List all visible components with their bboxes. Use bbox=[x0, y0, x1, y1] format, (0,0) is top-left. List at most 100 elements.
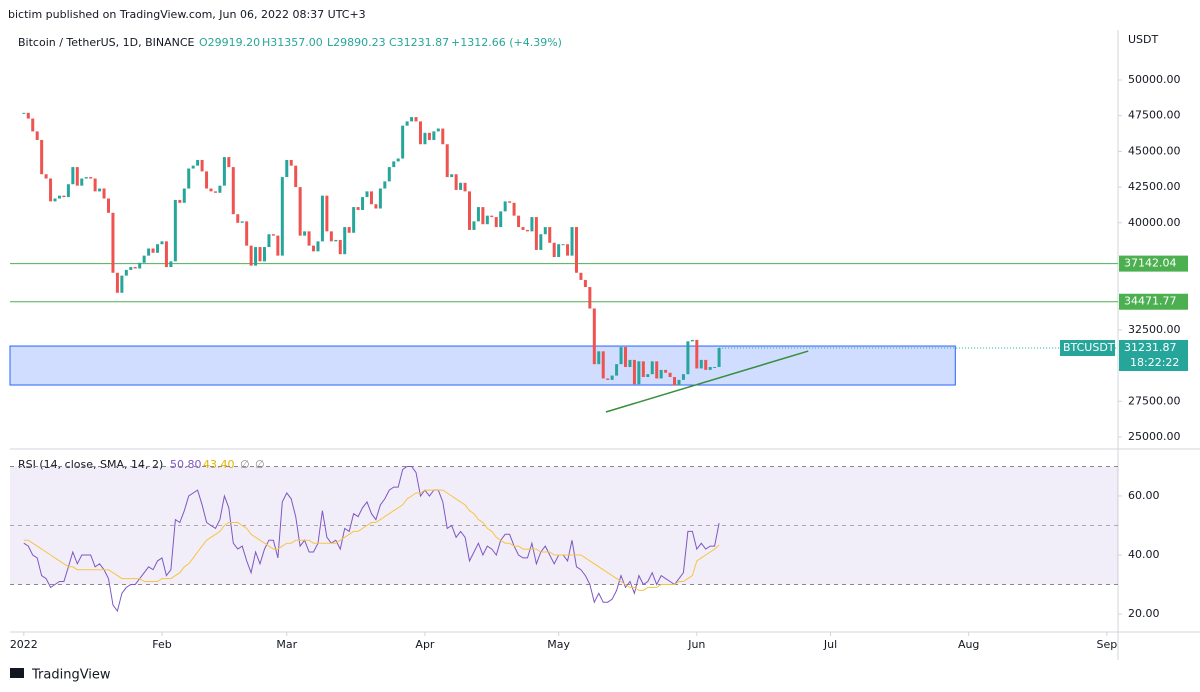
candle bbox=[254, 247, 258, 266]
candle bbox=[71, 167, 75, 185]
candle bbox=[102, 188, 106, 199]
candle bbox=[494, 217, 498, 228]
candle bbox=[289, 159, 293, 166]
candle bbox=[423, 132, 427, 145]
candle bbox=[120, 275, 124, 293]
candle bbox=[196, 159, 200, 166]
candle bbox=[329, 231, 333, 242]
candle bbox=[22, 112, 26, 114]
trendline bbox=[605, 350, 809, 413]
candle bbox=[44, 174, 48, 179]
candle bbox=[374, 204, 378, 209]
rsi-band-value: ∅ bbox=[255, 458, 265, 471]
candle bbox=[699, 359, 703, 369]
countdown: 18:22:22 bbox=[1130, 356, 1179, 369]
candle bbox=[209, 188, 213, 192]
candle bbox=[396, 158, 400, 162]
candle bbox=[610, 375, 614, 380]
candle bbox=[187, 168, 191, 189]
candle bbox=[557, 244, 561, 258]
candle bbox=[418, 121, 422, 145]
candle bbox=[668, 372, 672, 378]
candle bbox=[539, 234, 543, 250]
rsi-value: 50.80 bbox=[170, 458, 202, 471]
x-tick-label: Feb bbox=[152, 638, 171, 651]
candle bbox=[200, 159, 204, 172]
candle bbox=[525, 229, 529, 232]
candle bbox=[387, 167, 391, 182]
candle bbox=[566, 244, 570, 256]
candle bbox=[655, 361, 659, 379]
candle bbox=[499, 211, 503, 228]
candle bbox=[294, 165, 298, 188]
ohlc-high: H31357.00 bbox=[262, 36, 323, 49]
candle bbox=[205, 171, 209, 189]
change: +1312.66 (+4.39%) bbox=[451, 36, 562, 49]
candle bbox=[601, 351, 605, 379]
candle bbox=[543, 227, 547, 235]
candle bbox=[227, 157, 231, 168]
candle bbox=[160, 241, 164, 245]
candle bbox=[588, 287, 592, 309]
rsi-band-value: ∅ bbox=[240, 458, 250, 471]
candle bbox=[579, 272, 583, 280]
candle bbox=[35, 131, 39, 140]
candle bbox=[432, 131, 436, 140]
candle bbox=[485, 215, 489, 225]
candle bbox=[632, 359, 636, 385]
candle bbox=[26, 112, 30, 119]
candle bbox=[628, 359, 632, 368]
candle bbox=[80, 178, 84, 186]
candle bbox=[343, 227, 347, 255]
x-tick-label: Jun bbox=[687, 638, 705, 651]
candle bbox=[62, 195, 66, 198]
candle bbox=[267, 234, 271, 248]
candle bbox=[240, 221, 244, 223]
candle bbox=[84, 177, 88, 179]
support-zone bbox=[9, 345, 956, 386]
candle bbox=[592, 308, 596, 365]
candle bbox=[481, 207, 485, 225]
candle bbox=[156, 244, 160, 253]
candle bbox=[249, 245, 253, 266]
x-tick-label: Sep bbox=[1096, 638, 1117, 651]
candle bbox=[704, 359, 708, 370]
level-tag bbox=[1119, 255, 1188, 272]
candle bbox=[53, 198, 57, 202]
candle bbox=[517, 215, 521, 228]
candle bbox=[552, 242, 556, 258]
candle bbox=[468, 191, 472, 230]
candle bbox=[361, 197, 365, 210]
candle bbox=[352, 207, 356, 233]
candle bbox=[677, 379, 681, 386]
candle bbox=[138, 262, 142, 269]
candle bbox=[365, 191, 369, 198]
candle bbox=[142, 255, 146, 263]
candle bbox=[401, 125, 405, 159]
y-tick-label: 40.00 bbox=[1128, 548, 1160, 561]
candle bbox=[147, 248, 151, 256]
candle bbox=[334, 239, 338, 242]
candle bbox=[383, 181, 387, 189]
candle bbox=[534, 217, 538, 250]
candle bbox=[717, 348, 721, 368]
candle bbox=[320, 195, 324, 242]
candle bbox=[641, 361, 645, 378]
candle bbox=[508, 201, 512, 203]
candle bbox=[356, 207, 360, 210]
candle bbox=[659, 369, 663, 379]
candle bbox=[316, 241, 320, 252]
candle bbox=[619, 347, 623, 365]
candle bbox=[454, 174, 458, 190]
candle bbox=[93, 178, 97, 192]
candle bbox=[445, 144, 449, 178]
candle bbox=[548, 227, 552, 243]
candle bbox=[681, 374, 685, 380]
symbol-label: BTCUSDT bbox=[1063, 341, 1115, 354]
candle bbox=[325, 195, 329, 232]
x-tick-label: 2022 bbox=[10, 638, 38, 651]
candle bbox=[476, 207, 480, 222]
candle bbox=[133, 267, 137, 269]
candle bbox=[441, 128, 445, 145]
